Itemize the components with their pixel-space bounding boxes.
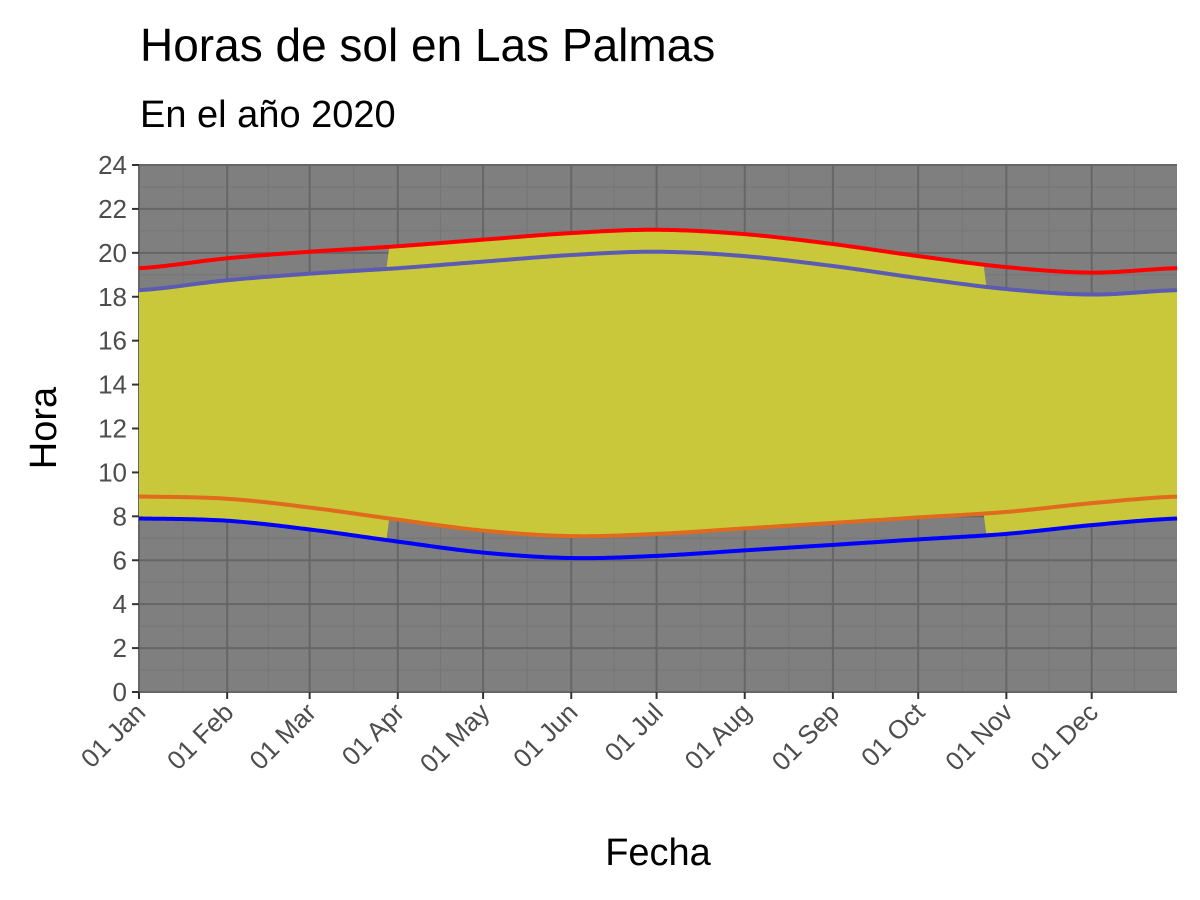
series-line [138, 494, 1178, 539]
x-tick-label: 01 Mar [243, 697, 322, 776]
x-tick-label: 01 Aug [679, 697, 757, 775]
y-tick-label: 12 [98, 414, 127, 444]
y-tick-label: 2 [113, 633, 127, 663]
daylight-area [139, 229, 1177, 541]
y-tick-label: 14 [98, 370, 127, 400]
x-tick-label: 01 Oct [855, 696, 931, 772]
x-tick-label: 01 Nov [939, 697, 1018, 776]
series-line [138, 516, 1178, 561]
x-tick-label: 01 Feb [161, 697, 239, 775]
x-tick-label: 01 May [414, 697, 496, 779]
series-line [138, 227, 1178, 275]
x-axis-title: Fecha [605, 832, 711, 874]
series-lines [138, 227, 1178, 561]
y-tick-label: 22 [98, 194, 127, 224]
y-tick-label: 18 [98, 282, 127, 312]
x-tick-label: 01 Dec [1024, 697, 1103, 776]
series-line [138, 249, 1178, 297]
y-tick-label: 6 [113, 545, 127, 575]
y-tick-label: 0 [113, 677, 127, 707]
x-tick-label: 01 Jun [507, 697, 583, 773]
x-axis: 01 Jan 01 Feb 01 Mar 01 Apr 01 May 01 Jun 01 J… [75, 692, 1104, 779]
y-tick-label: 24 [98, 150, 127, 180]
x-tick-label: 01 Jul [599, 697, 669, 767]
y-tick-label: 10 [98, 457, 127, 487]
x-tick-label: 01 Sep [766, 697, 845, 776]
y-tick-label: 4 [113, 589, 127, 619]
chart-subtitle: En el año 2020 [140, 94, 396, 136]
x-tick-label: 01 Apr [336, 697, 411, 772]
x-tick-label: 01 Jan [75, 697, 151, 773]
y-tick-label: 16 [98, 326, 127, 356]
chart-title: Horas de sol en Las Palmas [140, 19, 716, 71]
y-tick-label: 8 [113, 501, 127, 531]
y-tick-label: 20 [98, 238, 127, 268]
y-axis-title: Hora [23, 386, 65, 469]
